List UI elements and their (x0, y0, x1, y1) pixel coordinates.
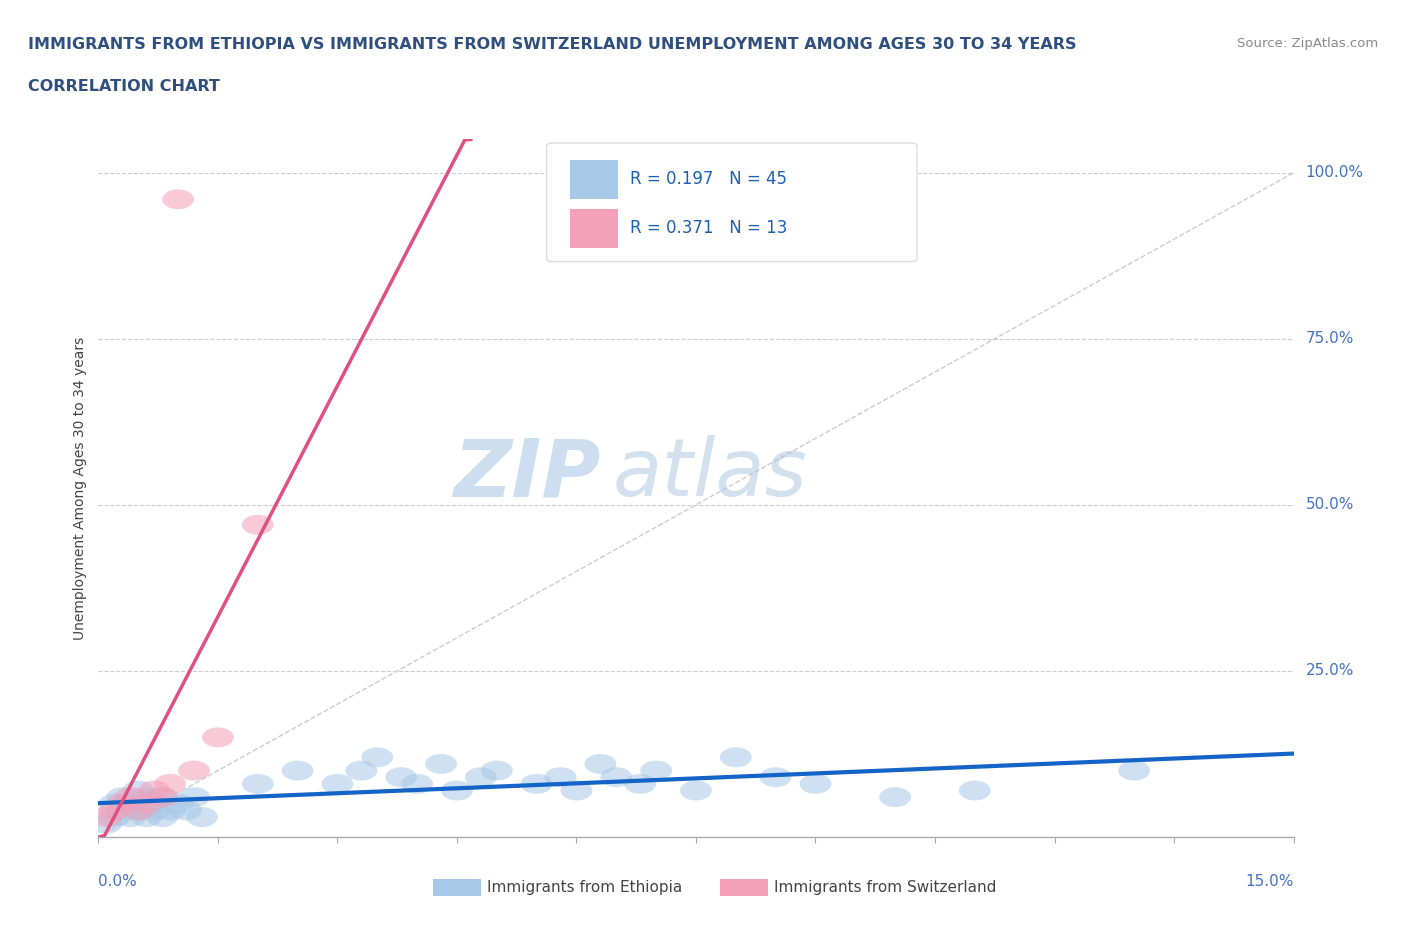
Ellipse shape (98, 794, 131, 814)
Ellipse shape (600, 767, 633, 787)
Text: ZIP: ZIP (453, 435, 600, 513)
Ellipse shape (322, 774, 353, 794)
Ellipse shape (131, 787, 162, 807)
Ellipse shape (131, 794, 162, 814)
Ellipse shape (561, 780, 592, 801)
Ellipse shape (425, 754, 457, 774)
Text: 100.0%: 100.0% (1305, 166, 1364, 180)
Ellipse shape (122, 801, 155, 820)
Text: 75.0%: 75.0% (1305, 331, 1354, 346)
Ellipse shape (520, 774, 553, 794)
Ellipse shape (146, 807, 179, 827)
Ellipse shape (98, 807, 131, 827)
Ellipse shape (681, 780, 711, 801)
Ellipse shape (122, 801, 155, 820)
Ellipse shape (162, 190, 194, 209)
Text: 0.0%: 0.0% (98, 873, 138, 888)
Ellipse shape (1118, 761, 1150, 780)
Bar (720, 879, 768, 897)
Text: Immigrants from Ethiopia: Immigrants from Ethiopia (486, 881, 682, 896)
Ellipse shape (107, 801, 138, 820)
Ellipse shape (242, 515, 274, 535)
Ellipse shape (131, 807, 162, 827)
Text: R = 0.197   N = 45: R = 0.197 N = 45 (630, 170, 787, 188)
Ellipse shape (114, 807, 146, 827)
Ellipse shape (585, 754, 616, 774)
Ellipse shape (465, 767, 496, 787)
Ellipse shape (281, 761, 314, 780)
Ellipse shape (146, 787, 179, 807)
Bar (571, 160, 619, 199)
Ellipse shape (146, 787, 179, 807)
Y-axis label: Unemployment Among Ages 30 to 34 years: Unemployment Among Ages 30 to 34 years (73, 337, 87, 640)
Ellipse shape (959, 780, 991, 801)
Ellipse shape (138, 780, 170, 801)
Text: atlas: atlas (612, 435, 807, 513)
Text: IMMIGRANTS FROM ETHIOPIA VS IMMIGRANTS FROM SWITZERLAND UNEMPLOYMENT AMONG AGES : IMMIGRANTS FROM ETHIOPIA VS IMMIGRANTS F… (28, 37, 1077, 52)
Ellipse shape (385, 767, 418, 787)
Ellipse shape (114, 794, 146, 814)
Ellipse shape (361, 748, 394, 767)
Ellipse shape (441, 780, 472, 801)
Ellipse shape (138, 794, 170, 814)
Ellipse shape (202, 727, 233, 748)
Ellipse shape (759, 767, 792, 787)
Ellipse shape (640, 761, 672, 780)
Ellipse shape (242, 774, 274, 794)
Ellipse shape (186, 807, 218, 827)
Ellipse shape (90, 807, 122, 827)
Ellipse shape (544, 767, 576, 787)
Text: CORRELATION CHART: CORRELATION CHART (28, 79, 219, 94)
Ellipse shape (162, 794, 194, 814)
FancyBboxPatch shape (547, 143, 917, 261)
Ellipse shape (170, 801, 202, 820)
Ellipse shape (114, 787, 146, 807)
Ellipse shape (720, 748, 752, 767)
Ellipse shape (155, 774, 186, 794)
Ellipse shape (401, 774, 433, 794)
Ellipse shape (481, 761, 513, 780)
Text: Immigrants from Switzerland: Immigrants from Switzerland (773, 881, 995, 896)
Ellipse shape (90, 814, 122, 833)
Ellipse shape (179, 787, 209, 807)
Ellipse shape (107, 794, 138, 814)
Text: 25.0%: 25.0% (1305, 663, 1354, 678)
Text: 15.0%: 15.0% (1246, 873, 1294, 888)
Ellipse shape (155, 801, 186, 820)
Ellipse shape (98, 801, 131, 820)
Ellipse shape (138, 801, 170, 820)
Ellipse shape (179, 761, 209, 780)
Bar (433, 879, 481, 897)
Ellipse shape (879, 787, 911, 807)
Ellipse shape (346, 761, 377, 780)
Ellipse shape (624, 774, 657, 794)
Text: 50.0%: 50.0% (1305, 498, 1354, 512)
Ellipse shape (800, 774, 831, 794)
Ellipse shape (122, 780, 155, 801)
Bar (571, 209, 619, 247)
Text: Source: ZipAtlas.com: Source: ZipAtlas.com (1237, 37, 1378, 50)
Text: R = 0.371   N = 13: R = 0.371 N = 13 (630, 219, 787, 237)
Ellipse shape (107, 787, 138, 807)
